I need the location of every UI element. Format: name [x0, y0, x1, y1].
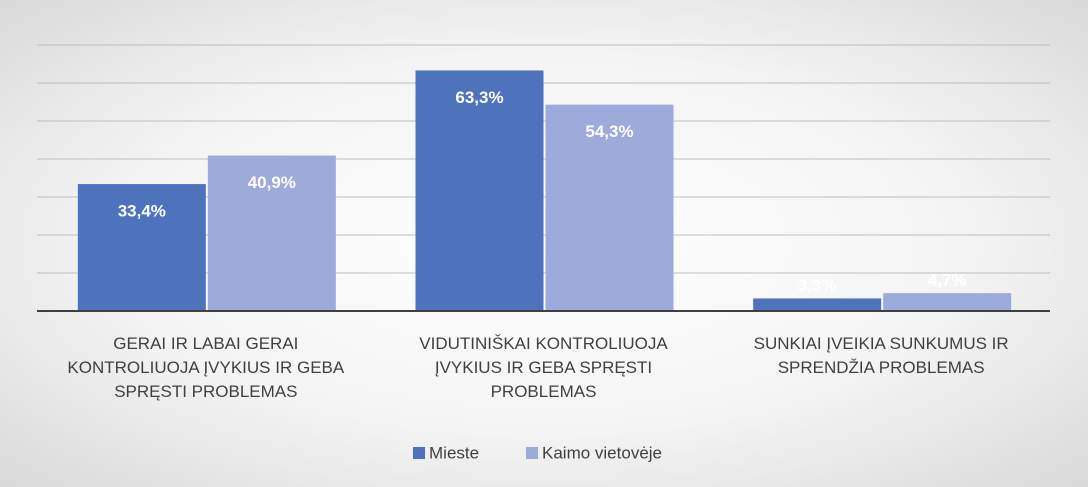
legend-swatch: [413, 447, 425, 459]
bar: [77, 184, 206, 311]
x-tick-label: SUNKIAI ĮVEIKIA SUNKUMUS IR SPRENDŽIA PR…: [753, 334, 1009, 377]
bar: [883, 293, 1012, 311]
bar: [545, 104, 674, 311]
bar: [753, 298, 882, 311]
bar: [415, 70, 544, 312]
data-label: 54,3%: [585, 122, 633, 141]
legend-label: Mieste: [429, 443, 479, 462]
data-label: 63,3%: [455, 88, 503, 107]
x-tick-label: VIDUTINIŠKAI KONTROLIUOJA ĮVYKIUS IR GEB…: [419, 334, 668, 401]
data-label: 4,7%: [928, 271, 967, 290]
data-label: 40,9%: [248, 173, 296, 192]
legend-swatch: [526, 447, 538, 459]
data-label: 33,4%: [118, 202, 166, 221]
x-tick-label: GERAI IR LABAI GERAI KONTROLIUOJA ĮVYKIU…: [67, 334, 345, 401]
legend-label: Kaimo vietovėje: [542, 443, 662, 462]
bar: [207, 155, 336, 311]
data-label: 3,3%: [798, 276, 837, 295]
